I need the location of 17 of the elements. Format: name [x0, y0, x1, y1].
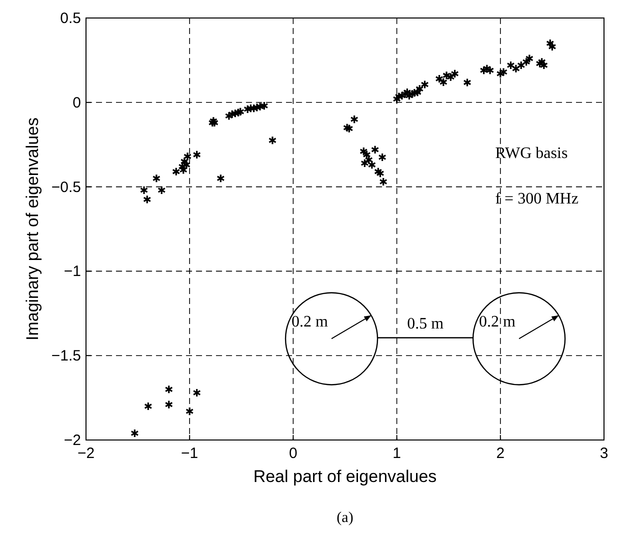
annotation: 0.2 m — [479, 314, 516, 331]
y-tick-label: 0 — [72, 94, 81, 112]
x-tick-label: 1 — [392, 445, 401, 462]
text: (a) — [336, 510, 354, 526]
annotation: f = 300 MHz — [495, 190, 578, 208]
x-tick-label: 2 — [496, 445, 505, 462]
y-tick-label: −1.5 — [51, 348, 81, 365]
x-tick-label: 0 — [289, 445, 298, 462]
y-axis-title: Imaginary part of eigenvalues — [23, 117, 42, 341]
annotation: 0.5 m — [407, 316, 444, 333]
x-axis-title: Real part of eigenvalues — [253, 467, 437, 486]
y-tick-label: 0.5 — [60, 10, 81, 27]
annotation: RWG basis — [495, 145, 568, 162]
x-tick-label: −1 — [181, 445, 198, 462]
x-tick-label: 3 — [600, 445, 608, 462]
y-tick-label: −0.5 — [51, 178, 81, 196]
y-tick-label: −1 — [64, 263, 81, 280]
